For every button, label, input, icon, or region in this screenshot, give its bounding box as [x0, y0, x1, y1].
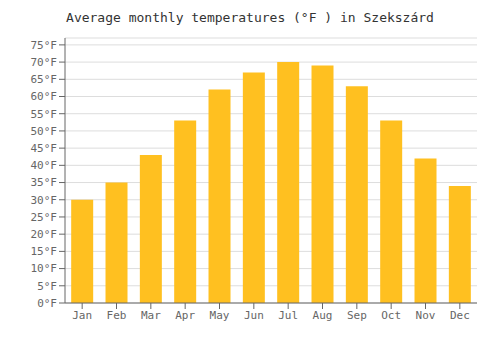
svg-text:May: May — [210, 309, 230, 322]
svg-text:10°F: 10°F — [31, 262, 58, 275]
svg-text:Feb: Feb — [107, 309, 127, 322]
svg-text:0°F: 0°F — [37, 297, 57, 310]
svg-text:Oct: Oct — [381, 309, 401, 322]
svg-text:55°F: 55°F — [31, 108, 58, 121]
svg-text:Apr: Apr — [175, 309, 195, 322]
svg-text:5°F: 5°F — [37, 280, 57, 293]
svg-text:Jul: Jul — [278, 309, 298, 322]
svg-text:65°F: 65°F — [31, 73, 58, 86]
svg-text:Sep: Sep — [347, 309, 367, 322]
svg-text:75°F: 75°F — [31, 39, 58, 52]
svg-text:35°F: 35°F — [31, 176, 58, 189]
svg-text:Nov: Nov — [416, 309, 436, 322]
svg-text:70°F: 70°F — [31, 56, 58, 69]
svg-text:25°F: 25°F — [31, 211, 58, 224]
svg-text:Dec: Dec — [450, 309, 470, 322]
svg-text:30°F: 30°F — [31, 194, 58, 207]
svg-text:50°F: 50°F — [31, 125, 58, 138]
html-text:Average monthly temperatures (: Average monthly temperatures (°F ) in Sz… — [66, 10, 434, 25]
svg-text:Jun: Jun — [244, 309, 264, 322]
svg-text:Aug: Aug — [313, 309, 333, 322]
svg-text:Jan: Jan — [72, 309, 92, 322]
svg-text:Mar: Mar — [141, 309, 161, 322]
svg-text:15°F: 15°F — [31, 245, 58, 258]
svg-text:60°F: 60°F — [31, 90, 58, 103]
svg-text:45°F: 45°F — [31, 142, 58, 155]
svg-text:20°F: 20°F — [31, 228, 58, 241]
svg-text:40°F: 40°F — [31, 159, 58, 172]
